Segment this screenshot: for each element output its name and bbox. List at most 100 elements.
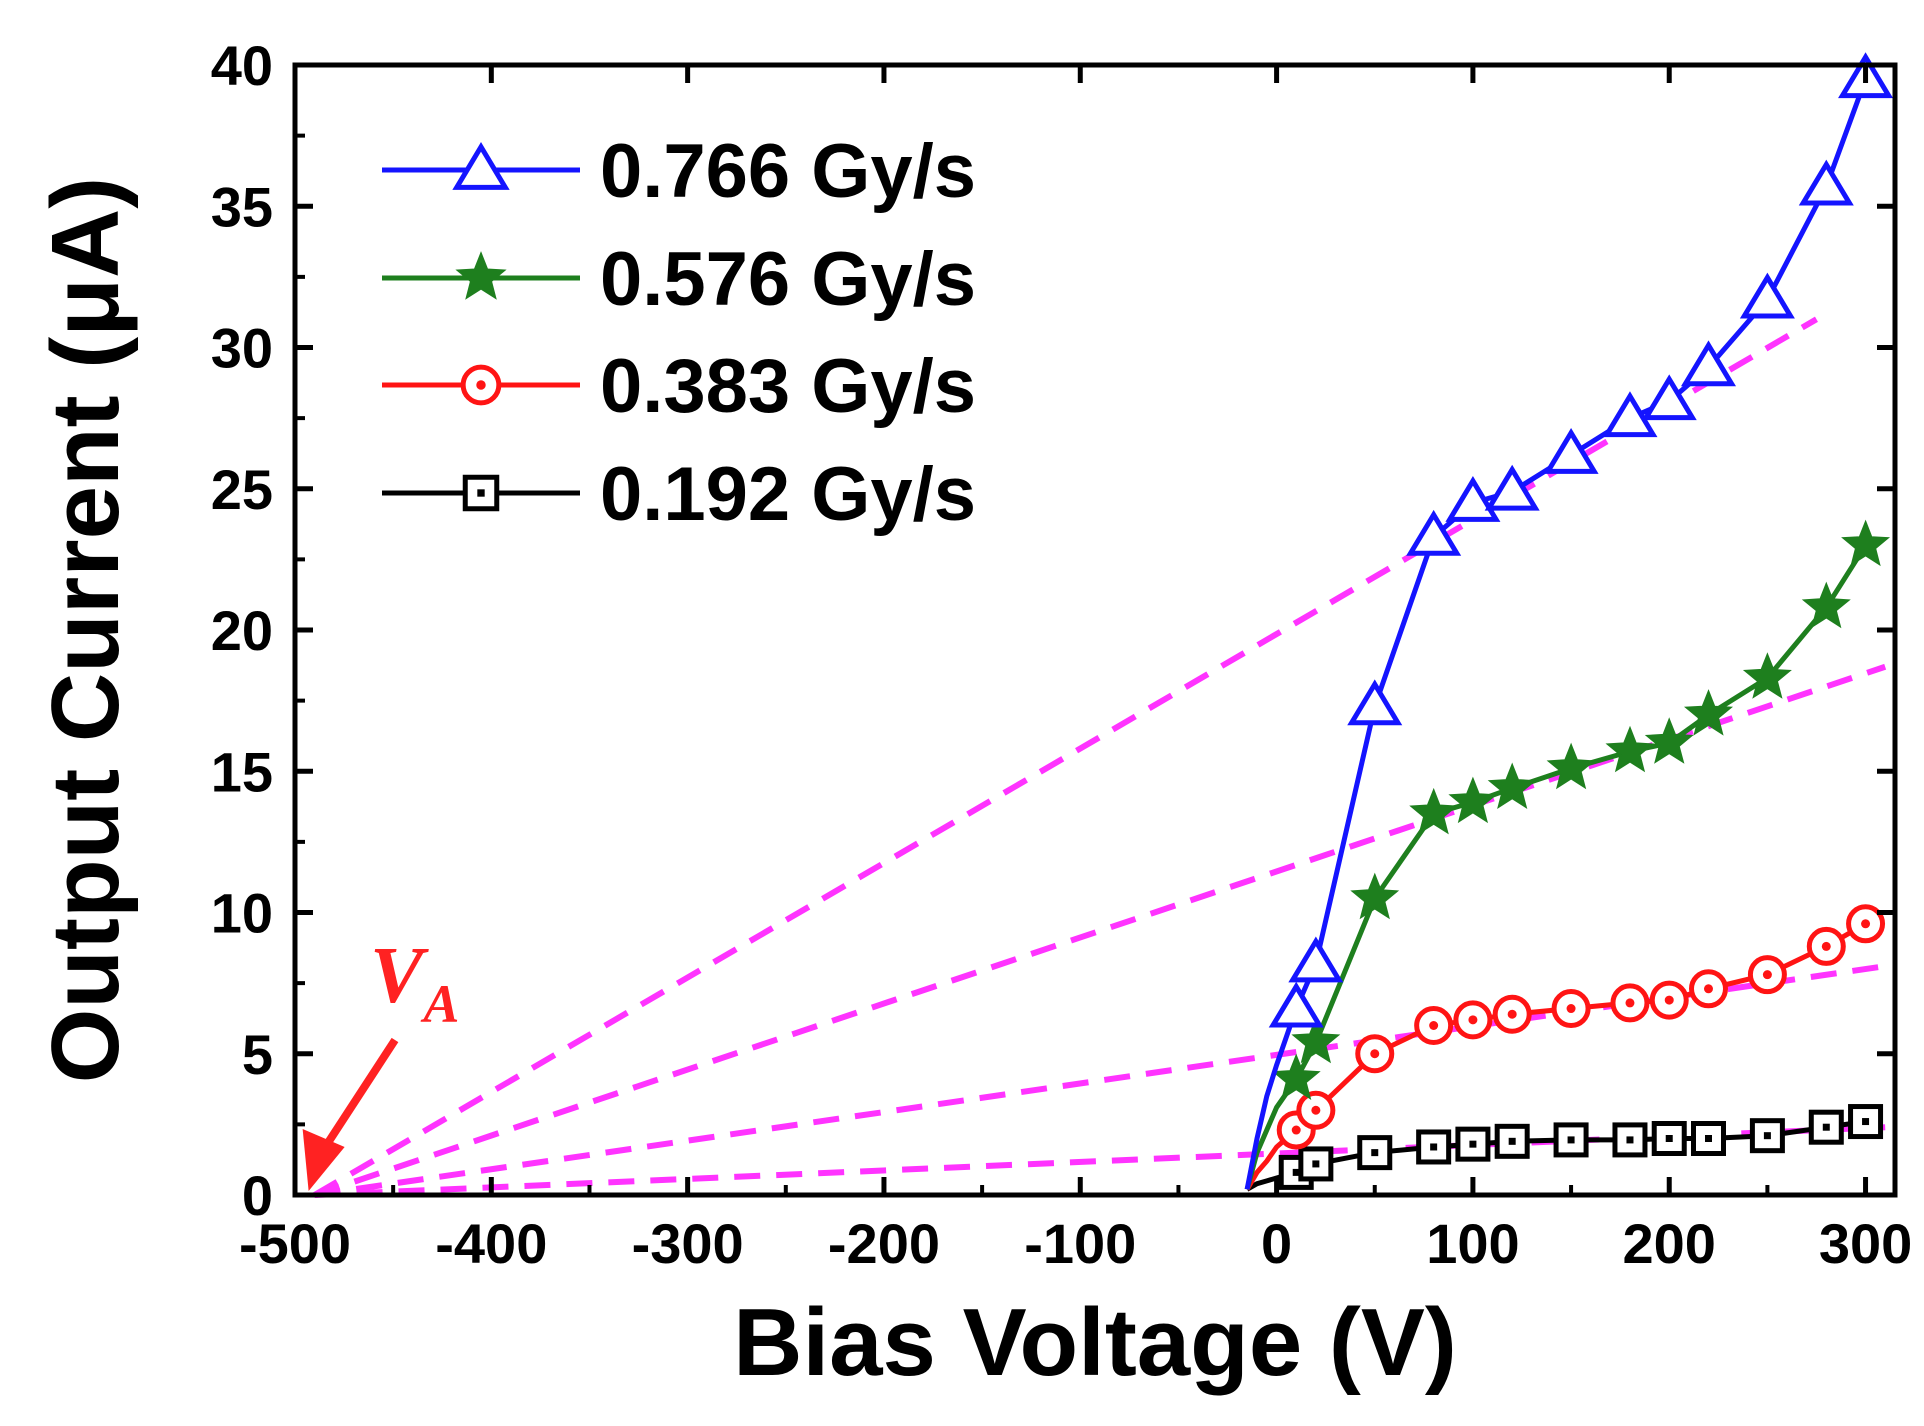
series-layer [1244, 52, 1894, 1192]
marker-star [1409, 787, 1459, 835]
marker-star [1448, 776, 1498, 824]
marker-square [1690, 1121, 1726, 1156]
marker-triangle [1445, 476, 1501, 522]
marker-circle-dot [1468, 1015, 1478, 1025]
marker-circle-dot [1507, 1009, 1517, 1019]
marker-square-dot [1312, 1160, 1320, 1168]
marker-triangle [1680, 340, 1737, 387]
x-tick-label: 0 [1261, 1212, 1292, 1275]
y-tick-label: 5 [242, 1023, 273, 1086]
y-tick-label: 25 [211, 458, 273, 521]
y-tick-label: 15 [211, 740, 273, 803]
annotation-layer: VA [302, 932, 459, 1191]
legend-label: 0.192 Gy/s [600, 452, 976, 537]
fit-lines [313, 316, 1887, 1198]
marker-circle-dot [1311, 1105, 1321, 1115]
series-0.766 Gy/s [1244, 52, 1894, 1190]
marker-square-dot [1862, 1118, 1870, 1126]
marker-triangle [1406, 509, 1462, 556]
legend-item: 0.576 Gy/s [382, 237, 976, 322]
legend-item: 0.766 Gy/s [382, 129, 976, 214]
marker-star [1271, 1053, 1321, 1101]
marker-square-dot [1822, 1123, 1830, 1131]
legend: 0.766 Gy/s 0.576 Gy/s 0.383 Gy/s 0.192 Gy/s [382, 129, 976, 537]
marker-circle-dot [1664, 995, 1674, 1005]
marker-triangle [1739, 272, 1795, 319]
marker-triangle [452, 142, 510, 190]
legend-item: 0.383 Gy/s [382, 344, 976, 429]
marker-circle-dot [1429, 1021, 1439, 1030]
legend-label: 0.576 Gy/s [600, 237, 976, 322]
marker-star [1605, 725, 1655, 773]
marker-star [1487, 762, 1537, 810]
marker-square-dot [1763, 1132, 1771, 1140]
marker-star [1546, 742, 1596, 790]
marker-circle-dot [1625, 998, 1635, 1008]
series-0.576 Gy/s [1244, 519, 1890, 1190]
marker-star [1291, 1016, 1341, 1064]
fit-line [313, 663, 1887, 1198]
x-tick-label: 100 [1426, 1212, 1519, 1275]
marker-star [1350, 872, 1400, 920]
plot-frame [292, 62, 1898, 1198]
marker-star [1841, 519, 1890, 567]
series-0.383 Gy/s [1244, 904, 1886, 1191]
marker-circle-dot [1566, 1004, 1576, 1014]
marker-circle-dot [1703, 984, 1713, 994]
x-tick-label: 200 [1623, 1212, 1716, 1275]
legend-label: 0.766 Gy/s [600, 129, 976, 214]
legend-item: 0.192 Gy/s [382, 452, 976, 537]
marker-square-dot [1626, 1136, 1634, 1144]
series-0.192 Gy/s [1245, 1104, 1884, 1192]
series-line [1244, 78, 1868, 1190]
x-tick-label: -400 [435, 1212, 547, 1275]
x-tick-label: 300 [1819, 1212, 1912, 1275]
marker-circle-dot [1762, 970, 1772, 980]
marker-star [455, 251, 507, 300]
marker-circle-dot [1291, 1125, 1301, 1135]
marker-triangle [1288, 936, 1344, 983]
va-annotation: VA [302, 932, 459, 1191]
x-tick-label: -100 [1024, 1212, 1136, 1275]
y-tick-label: 35 [211, 175, 273, 238]
marker-square-dot [1371, 1149, 1379, 1157]
y-tick-label: 0 [242, 1164, 273, 1227]
marker-triangle [1798, 159, 1854, 206]
y-tick-label: 10 [211, 882, 273, 945]
marker-square-dot [477, 489, 485, 497]
legend-label: 0.383 Gy/s [600, 344, 976, 429]
x-tick-label: -500 [239, 1212, 351, 1275]
marker-triangle [1602, 391, 1658, 438]
marker-star [1742, 652, 1792, 699]
marker-star [1683, 689, 1734, 736]
tick-layer: -500 -400 -300 -200 -100 0 100 200 300 0 5 10 15 20 25… [211, 34, 1913, 1275]
marker-circle-dot [1370, 1049, 1380, 1059]
va-arrow-shaft [319, 1037, 399, 1154]
marker-triangle [1484, 464, 1540, 511]
x-tick-label: -300 [632, 1212, 744, 1275]
y-tick-label: 30 [211, 317, 273, 380]
marker-square-dot [1292, 1168, 1300, 1176]
marker-square-dot [1665, 1135, 1673, 1142]
va-label: VA [370, 932, 459, 1034]
marker-circle-dot [1821, 941, 1831, 951]
marker-square-dot [1430, 1143, 1438, 1151]
fit-line [313, 316, 1818, 1198]
marker-triangle [1641, 374, 1697, 421]
marker-square-dot [1508, 1137, 1516, 1145]
marker-circle-dot [476, 380, 486, 390]
marker-square-dot [1567, 1136, 1575, 1144]
marker-square-dot [1704, 1135, 1712, 1142]
marker-triangle [1543, 427, 1599, 474]
marker-triangle [1347, 679, 1403, 726]
y-tick-label: 20 [211, 599, 273, 662]
marker-star [1644, 717, 1694, 764]
marker-triangle [1268, 981, 1324, 1028]
marker-circle-dot [1861, 919, 1871, 929]
marker-square-dot [1469, 1140, 1477, 1148]
y-axis-title: Output Current (μA) [32, 177, 139, 1084]
va-arrow-head [302, 1129, 345, 1191]
marker-square [1651, 1121, 1687, 1156]
marker-star [1801, 581, 1851, 629]
